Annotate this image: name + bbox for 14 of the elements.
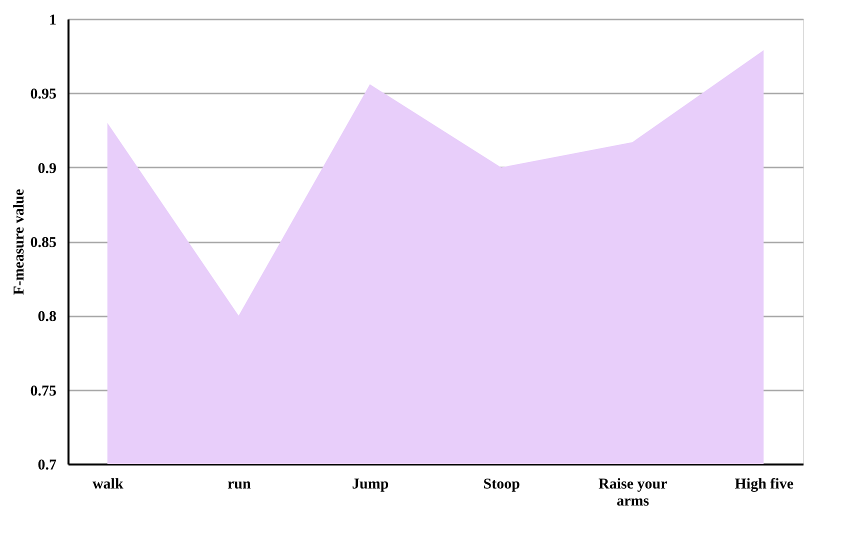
x-tick-label: Raise your arms [598,476,668,510]
x-tick-label: Stoop [483,476,520,492]
y-tick-label: 0.8 [38,309,56,326]
y-tick-label: 0.85 [30,235,56,251]
y-tick-label: 0.95 [30,86,56,103]
y-tick-label: 1 [49,12,56,28]
x-tick-label: run [227,476,252,492]
y-axis-title: F-measure value [11,188,28,295]
y-tick-label: 0.75 [30,383,56,400]
y-tick-label: 0.7 [38,458,57,474]
x-tick-label: Jump [352,476,389,492]
x-tick-label: High five [734,476,794,492]
x-tick-label: walk [92,476,124,492]
y-tick-label: 0.9 [38,160,56,177]
